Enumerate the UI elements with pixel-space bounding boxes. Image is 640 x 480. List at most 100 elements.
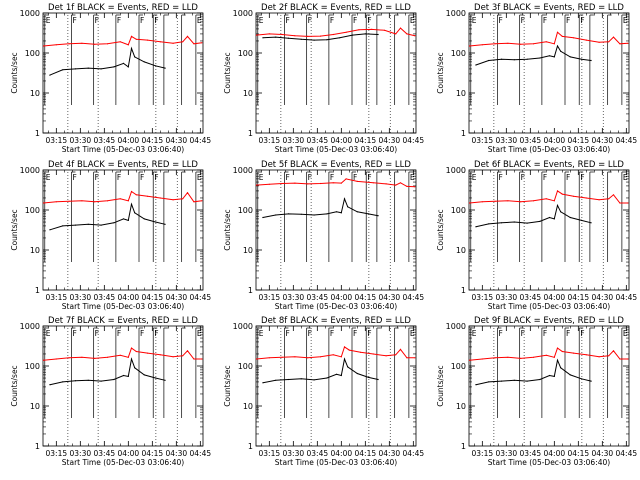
data-point: [343, 358, 346, 360]
data-point: [612, 350, 615, 352]
data-point: [281, 182, 283, 185]
flag-letter: F: [330, 16, 334, 25]
flag-letter: F: [367, 173, 371, 182]
chart-title: Det 4f BLACK = Events, RED = LLD: [48, 160, 198, 170]
chart-title: Det 1f BLACK = Events, RED = LLD: [48, 3, 198, 13]
flag-letter: E: [259, 16, 264, 25]
flag-letter: F: [154, 16, 158, 25]
y-tick-label: 1: [461, 442, 466, 451]
data-point: [182, 355, 184, 357]
x-tick-label: 04:00: [331, 293, 353, 302]
y-tick-label: 10: [243, 246, 253, 255]
chart-panel: Det 9f BLACK = Events, RED = LLD 1 10 100 10…: [436, 316, 637, 467]
data-point: [49, 229, 51, 231]
data-point: [556, 204, 559, 206]
data-point: [399, 182, 402, 184]
x-tick-label: 03:15: [259, 449, 281, 458]
data-point: [275, 36, 277, 38]
data-point: [608, 355, 610, 357]
y-tick-label: 1000: [233, 322, 253, 331]
data-point: [414, 35, 416, 37]
data-point: [395, 184, 397, 186]
x-tick-label: 03:30: [70, 449, 92, 458]
flag-letter: F: [117, 16, 121, 25]
data-point: [119, 198, 121, 200]
data-point: [42, 202, 45, 204]
data-point: [106, 43, 109, 45]
x-tick-label: 04:30: [379, 136, 401, 145]
data-point: [532, 43, 535, 45]
y-tick-label: 1000: [20, 166, 40, 175]
data-point: [494, 357, 496, 359]
y-tick-label: 10: [456, 89, 466, 98]
data-point: [500, 380, 503, 382]
data-point: [164, 223, 166, 225]
data-point: [359, 351, 362, 353]
y-axis-label: Counts/sec: [223, 365, 232, 406]
flag-letter: F: [140, 16, 144, 25]
flag-letter: F: [353, 16, 357, 25]
data-point: [569, 56, 571, 58]
data-point: [81, 42, 83, 44]
y-axis-label: Counts/sec: [223, 209, 232, 250]
data-point: [553, 218, 555, 220]
data-point: [561, 35, 563, 38]
data-point: [556, 31, 559, 33]
data-point: [62, 381, 64, 383]
flag-letter: F: [285, 329, 289, 338]
x-tick-label: 04:15: [355, 449, 377, 458]
data-point: [42, 359, 45, 361]
x-tick-label: 03:15: [472, 293, 494, 302]
x-tick-label: 04:15: [142, 293, 164, 302]
data-point: [539, 220, 541, 222]
data-point: [268, 33, 270, 35]
data-point: [395, 33, 397, 35]
data-point: [262, 216, 264, 219]
data-point: [488, 381, 490, 383]
data-point: [127, 219, 129, 221]
data-point: [580, 378, 583, 380]
data-point: [598, 41, 600, 43]
data-point: [186, 192, 189, 194]
data-point: [556, 347, 559, 349]
y-tick-label: 1000: [446, 322, 466, 331]
x-tick-label: 04:45: [403, 136, 425, 145]
data-point: [481, 44, 483, 46]
data-point: [488, 223, 490, 225]
x-tick-label: 03:15: [46, 136, 68, 145]
data-point: [159, 41, 161, 43]
y-axis-label: Counts/sec: [10, 209, 19, 250]
data-point: [553, 200, 555, 202]
data-point: [268, 357, 270, 359]
flag-letter: F: [580, 16, 584, 25]
data-point: [520, 43, 522, 45]
data-point: [319, 356, 322, 358]
flag-letter: E: [197, 16, 202, 25]
flag-letter: E: [410, 173, 415, 182]
data-point: [619, 358, 621, 360]
chart-title: Det 5f BLACK = Events, RED = LLD: [261, 160, 411, 170]
data-point: [255, 184, 258, 186]
data-point: [159, 197, 161, 199]
data-point: [319, 35, 322, 37]
x-tick-label: 04:00: [331, 136, 353, 145]
data-point: [585, 197, 587, 199]
y-tick-label: 1000: [446, 166, 466, 175]
data-point: [513, 221, 515, 223]
flag-letter: F: [95, 173, 99, 182]
data-point: [395, 354, 397, 356]
data-point: [119, 354, 121, 356]
flag-letter: F: [498, 173, 502, 182]
x-axis-label: Start Time (05-Dec-03 03:06:40): [62, 458, 184, 467]
data-point: [193, 201, 195, 203]
flag-letter: F: [140, 173, 144, 182]
x-tick-label: 04:30: [166, 136, 188, 145]
data-point: [94, 201, 96, 203]
data-point: [414, 186, 416, 188]
data-point: [326, 377, 328, 379]
data-point: [307, 357, 309, 359]
data-point: [55, 201, 57, 203]
y-tick-label: 1000: [233, 166, 253, 175]
x-axis-label: Start Time (05-Dec-03 03:06:40): [275, 145, 397, 154]
